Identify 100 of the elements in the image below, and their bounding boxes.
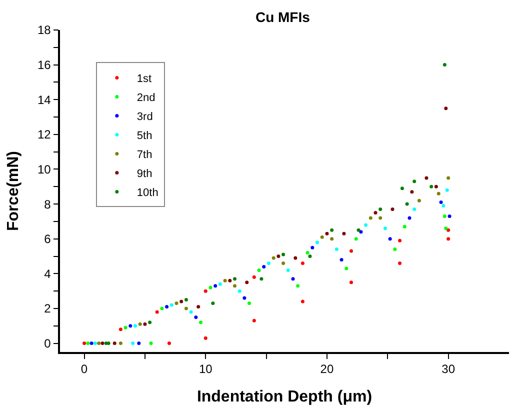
point xyxy=(86,342,90,346)
y-axis-title: Force(mN) xyxy=(4,150,22,232)
point xyxy=(393,248,397,252)
point xyxy=(316,240,320,244)
point xyxy=(100,342,104,346)
point xyxy=(272,256,276,260)
point xyxy=(118,342,122,346)
x-axis-title: Indentation Depth (μm) xyxy=(196,388,372,406)
point xyxy=(286,268,290,272)
point xyxy=(248,302,252,306)
point xyxy=(291,277,295,281)
point xyxy=(356,228,360,232)
point xyxy=(444,226,448,230)
point xyxy=(424,176,428,180)
point xyxy=(445,188,449,192)
point xyxy=(412,208,416,212)
point xyxy=(228,278,232,282)
point xyxy=(434,184,438,188)
point xyxy=(446,237,450,241)
point xyxy=(174,302,178,306)
point xyxy=(238,289,242,293)
y-tick-label: 6 xyxy=(44,232,52,246)
point xyxy=(417,198,421,202)
point xyxy=(364,223,368,227)
point xyxy=(211,302,215,306)
point xyxy=(330,237,334,241)
point xyxy=(378,208,382,212)
point xyxy=(143,322,147,326)
point xyxy=(214,284,218,288)
point xyxy=(106,342,110,346)
point xyxy=(233,277,236,281)
point xyxy=(342,232,346,236)
point xyxy=(300,261,304,265)
point xyxy=(282,252,286,256)
point xyxy=(310,246,314,250)
point xyxy=(90,342,94,346)
point xyxy=(184,298,188,302)
point xyxy=(124,326,128,330)
point xyxy=(383,226,387,230)
point xyxy=(354,237,358,241)
point xyxy=(436,192,440,196)
y-tick-label: 0 xyxy=(44,336,52,350)
point xyxy=(184,306,188,310)
legend-label: 7th xyxy=(136,148,152,161)
x-tick-label: 10 xyxy=(198,362,213,376)
point xyxy=(300,300,304,304)
legend-label: 9th xyxy=(136,168,152,180)
point xyxy=(131,342,135,346)
point xyxy=(400,186,404,190)
point xyxy=(446,228,450,232)
point xyxy=(252,318,256,322)
y-tick-label: 12 xyxy=(37,128,52,142)
point xyxy=(294,256,298,260)
point xyxy=(93,342,97,346)
point xyxy=(368,216,372,220)
point xyxy=(260,277,264,281)
point xyxy=(330,228,334,232)
point xyxy=(405,202,409,206)
point xyxy=(296,284,300,288)
point xyxy=(320,235,324,239)
point xyxy=(167,342,171,346)
point xyxy=(442,214,446,218)
point xyxy=(374,211,378,215)
point xyxy=(242,296,246,300)
point xyxy=(448,214,452,218)
y-tick-label: 2 xyxy=(44,302,52,316)
point xyxy=(344,266,348,270)
point xyxy=(148,320,152,324)
x-tick-label: 20 xyxy=(320,362,334,376)
y-tick-label: 14 xyxy=(37,92,52,107)
point xyxy=(410,190,414,194)
point xyxy=(189,310,193,314)
point xyxy=(378,216,382,220)
point xyxy=(398,238,402,242)
point xyxy=(430,184,434,188)
point xyxy=(149,342,153,346)
point xyxy=(334,248,338,252)
x-tick-label: 0 xyxy=(80,362,88,376)
point xyxy=(439,200,443,204)
y-tick-label: 10 xyxy=(37,162,52,176)
legend-label: 1st xyxy=(136,72,152,85)
point xyxy=(112,342,116,346)
point xyxy=(266,261,270,265)
point xyxy=(442,63,446,67)
point xyxy=(408,216,412,220)
legend-label: 10th xyxy=(136,186,158,199)
y-tick-label: 18 xyxy=(37,23,52,38)
point xyxy=(398,261,402,265)
legend-label: 5th xyxy=(136,130,152,142)
point xyxy=(252,275,256,279)
point xyxy=(118,328,122,332)
y-tick-label: 16 xyxy=(37,58,52,72)
point xyxy=(208,286,212,290)
point xyxy=(137,342,141,346)
y-tick-label: 8 xyxy=(44,197,52,212)
point xyxy=(180,300,184,304)
legend-label: 3rd xyxy=(136,110,153,123)
point xyxy=(325,232,329,236)
point xyxy=(133,324,137,328)
point xyxy=(128,324,132,328)
